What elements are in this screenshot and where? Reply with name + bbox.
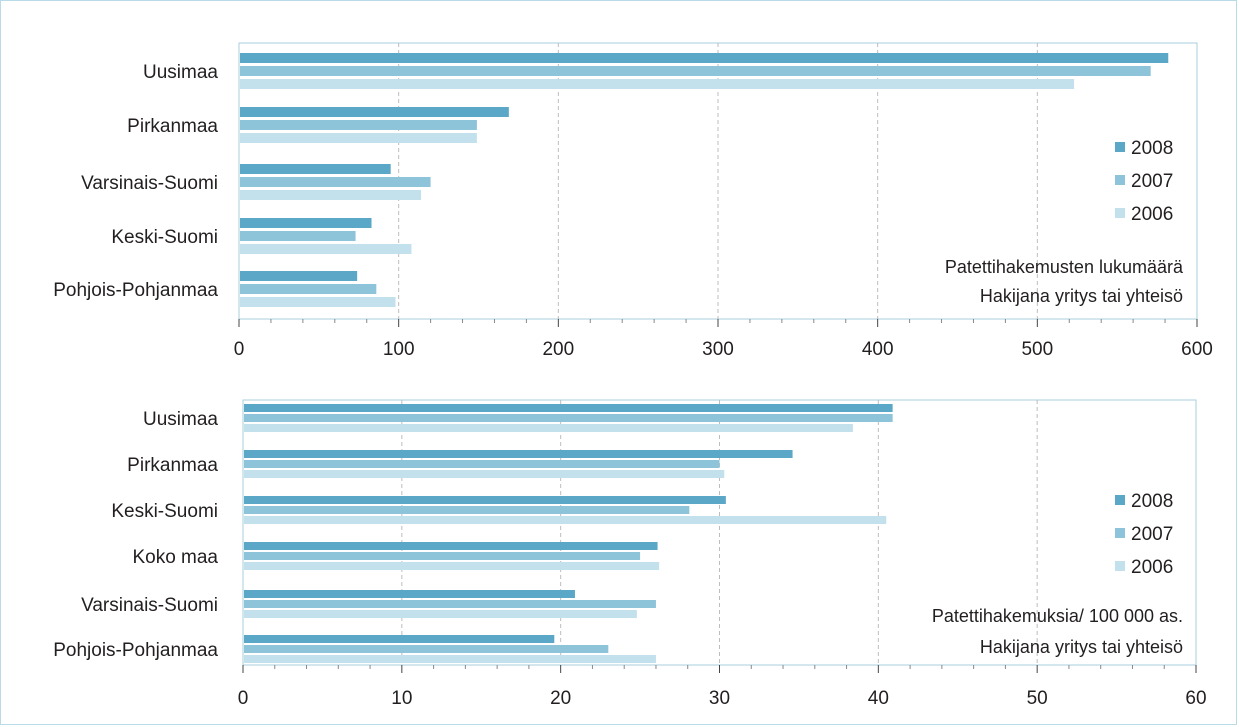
x-tick-label: 100 (383, 339, 415, 360)
category-label: Pohjois-Pohjanmaa (53, 280, 218, 301)
x-tick-label: 30 (709, 688, 730, 709)
x-tick-label: 400 (862, 339, 894, 360)
bar-2007 (240, 120, 477, 130)
bar-2007 (244, 600, 656, 608)
legend-label: 2006 (1131, 557, 1173, 578)
bar-2008 (244, 450, 793, 458)
bar-2006 (240, 297, 396, 307)
bar-2007 (240, 66, 1151, 76)
category-label: Keski-Suomi (111, 501, 218, 522)
bar-2006 (240, 79, 1075, 89)
legend-swatch-2006 (1115, 561, 1125, 571)
bar-2008 (244, 635, 555, 643)
x-tick-label: 300 (702, 339, 734, 360)
x-tick-label: 50 (1027, 688, 1048, 709)
x-tick-label: 500 (1021, 339, 1053, 360)
annotation-line: Hakijana yritys tai yhteisö (980, 286, 1183, 306)
bar-2008 (240, 107, 509, 117)
category-label: Uusimaa (143, 62, 218, 83)
bar-2007 (240, 284, 377, 294)
bar-2008 (244, 404, 893, 412)
bar-2008 (244, 542, 658, 550)
chart-patent-applications-per-capita: 0 10 20 30 40 50 60 Uusimaa Pirkanmaa Keski-Suomi… (53, 399, 1207, 709)
bar-2008 (240, 53, 1169, 63)
legend-label: 2008 (1131, 491, 1173, 512)
legend-swatch-2007 (1115, 528, 1125, 538)
bar-2007 (244, 645, 609, 653)
category-label: Koko maa (132, 547, 218, 568)
legend-label: 2006 (1131, 204, 1173, 225)
legend-label: 2007 (1131, 524, 1173, 545)
bar-2006 (244, 610, 637, 618)
category-label: Keski-Suomi (111, 227, 218, 248)
bar-2007 (244, 414, 893, 422)
x-tick-label: 0 (238, 688, 249, 709)
chart-patent-applications-count: 0 100 200 300 400 500 600 Uusimaa Pirkanmaa Varsi… (53, 42, 1213, 360)
x-tick-label: 60 (1185, 688, 1206, 709)
legend-swatch-2007 (1115, 175, 1125, 185)
bar-2008 (244, 496, 726, 504)
bar-2006 (240, 190, 422, 200)
x-tick-label: 600 (1181, 339, 1213, 360)
bar-2008 (240, 218, 372, 228)
category-label: Pirkanmaa (127, 455, 218, 476)
bar-2008 (240, 164, 391, 174)
category-label: Varsinais-Suomi (81, 173, 218, 194)
legend-label: 2008 (1131, 138, 1173, 159)
annotation-line: Patettihakemusten lukumäärä (945, 257, 1184, 277)
annotation-line: Patettihakemuksia/ 100 000 as. (932, 606, 1183, 626)
category-label: Pirkanmaa (127, 116, 218, 137)
x-tick-label: 200 (542, 339, 574, 360)
bar-2006 (244, 562, 660, 570)
bar-2008 (240, 271, 358, 281)
x-tick-label: 40 (868, 688, 889, 709)
annotation-line: Hakijana yritys tai yhteisö (980, 637, 1183, 657)
legend-swatch-2008 (1115, 495, 1125, 505)
bar-2007 (240, 231, 356, 241)
bar-2006 (240, 133, 477, 143)
bar-2007 (240, 177, 431, 187)
bar-2008 (244, 590, 575, 598)
x-tick-label: 0 (234, 339, 245, 360)
bar-2007 (244, 552, 641, 560)
bar-2006 (244, 424, 853, 432)
bar-2007 (244, 506, 690, 514)
bar-2006 (240, 244, 412, 254)
bar-2006 (244, 516, 887, 524)
category-label: Pohjois-Pohjanmaa (53, 640, 218, 661)
x-tick-label: 10 (391, 688, 412, 709)
bar-2006 (244, 655, 656, 663)
bar-2006 (244, 470, 725, 478)
legend-label: 2007 (1131, 171, 1173, 192)
bar-2007 (244, 460, 720, 468)
category-label: Varsinais-Suomi (81, 595, 218, 616)
x-tick-label: 20 (550, 688, 571, 709)
category-label: Uusimaa (143, 409, 218, 430)
legend-swatch-2008 (1115, 142, 1125, 152)
legend-swatch-2006 (1115, 208, 1125, 218)
